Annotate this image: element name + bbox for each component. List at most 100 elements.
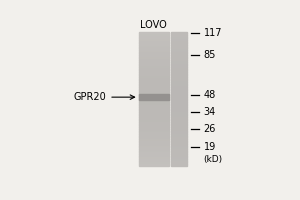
Bar: [171, 70, 188, 72]
Bar: [171, 53, 188, 55]
Bar: [171, 112, 188, 114]
Bar: [139, 47, 169, 48]
Bar: [139, 109, 169, 110]
Bar: [171, 69, 188, 70]
Bar: [171, 89, 188, 90]
Bar: [171, 90, 188, 92]
Bar: [171, 125, 188, 127]
Bar: [139, 85, 169, 87]
Bar: [171, 60, 188, 62]
Bar: [139, 147, 169, 149]
Bar: [139, 129, 169, 131]
Bar: [171, 43, 188, 45]
Bar: [171, 131, 188, 132]
Bar: [171, 35, 188, 37]
Bar: [139, 72, 169, 74]
Bar: [139, 157, 169, 159]
Bar: [139, 75, 169, 77]
Bar: [139, 149, 169, 151]
Bar: [139, 79, 169, 80]
Bar: [139, 99, 169, 100]
Bar: [139, 107, 169, 109]
Bar: [171, 149, 188, 151]
Bar: [139, 164, 169, 166]
Bar: [139, 50, 169, 52]
Bar: [139, 97, 169, 99]
Bar: [139, 125, 169, 127]
Bar: [139, 35, 169, 37]
Bar: [171, 151, 188, 152]
Bar: [171, 97, 188, 99]
Bar: [139, 102, 169, 104]
Bar: [171, 105, 188, 107]
Bar: [139, 82, 169, 84]
Bar: [171, 146, 188, 147]
Bar: [171, 100, 188, 102]
Bar: [171, 92, 188, 94]
Bar: [139, 115, 169, 117]
Bar: [171, 142, 188, 144]
Bar: [139, 154, 169, 156]
Bar: [171, 42, 188, 43]
Bar: [139, 162, 169, 164]
Bar: [171, 124, 188, 125]
Bar: [139, 139, 169, 141]
Bar: [139, 77, 169, 79]
Bar: [171, 134, 188, 136]
Bar: [171, 79, 188, 80]
Bar: [139, 156, 169, 157]
Bar: [171, 159, 188, 161]
Bar: [171, 157, 188, 159]
Bar: [171, 58, 188, 60]
Bar: [171, 107, 188, 109]
Bar: [171, 64, 188, 65]
Bar: [171, 122, 188, 124]
Bar: [139, 137, 169, 139]
Bar: [139, 95, 169, 97]
Bar: [139, 152, 169, 154]
Bar: [171, 99, 188, 100]
Text: 117: 117: [204, 28, 222, 38]
Bar: [171, 45, 188, 47]
Text: 85: 85: [204, 50, 216, 60]
Bar: [139, 89, 169, 90]
Bar: [139, 127, 169, 129]
Bar: [139, 67, 169, 69]
Bar: [171, 132, 188, 134]
Bar: [171, 117, 188, 119]
Bar: [139, 122, 169, 124]
Bar: [139, 37, 169, 38]
Bar: [139, 60, 169, 62]
Text: 19: 19: [204, 142, 216, 152]
Bar: [171, 161, 188, 162]
Bar: [171, 80, 188, 82]
Text: 26: 26: [204, 124, 216, 134]
Text: 48: 48: [204, 90, 216, 100]
Bar: [171, 120, 188, 122]
Bar: [139, 141, 169, 142]
Bar: [171, 87, 188, 89]
Bar: [139, 100, 169, 102]
Bar: [139, 161, 169, 162]
Bar: [171, 115, 188, 117]
Bar: [139, 92, 169, 94]
Bar: [171, 84, 188, 85]
Bar: [139, 124, 169, 125]
Bar: [171, 141, 188, 142]
Bar: [171, 156, 188, 157]
Bar: [171, 129, 188, 131]
Bar: [139, 62, 169, 64]
Bar: [171, 144, 188, 146]
Bar: [139, 134, 169, 136]
Bar: [171, 164, 188, 166]
Bar: [139, 131, 169, 132]
Bar: [171, 109, 188, 110]
Bar: [139, 110, 169, 112]
Bar: [139, 94, 169, 95]
Bar: [171, 154, 188, 156]
Bar: [171, 55, 188, 57]
Bar: [171, 110, 188, 112]
Bar: [139, 87, 169, 89]
Bar: [171, 72, 188, 74]
Bar: [139, 112, 169, 114]
